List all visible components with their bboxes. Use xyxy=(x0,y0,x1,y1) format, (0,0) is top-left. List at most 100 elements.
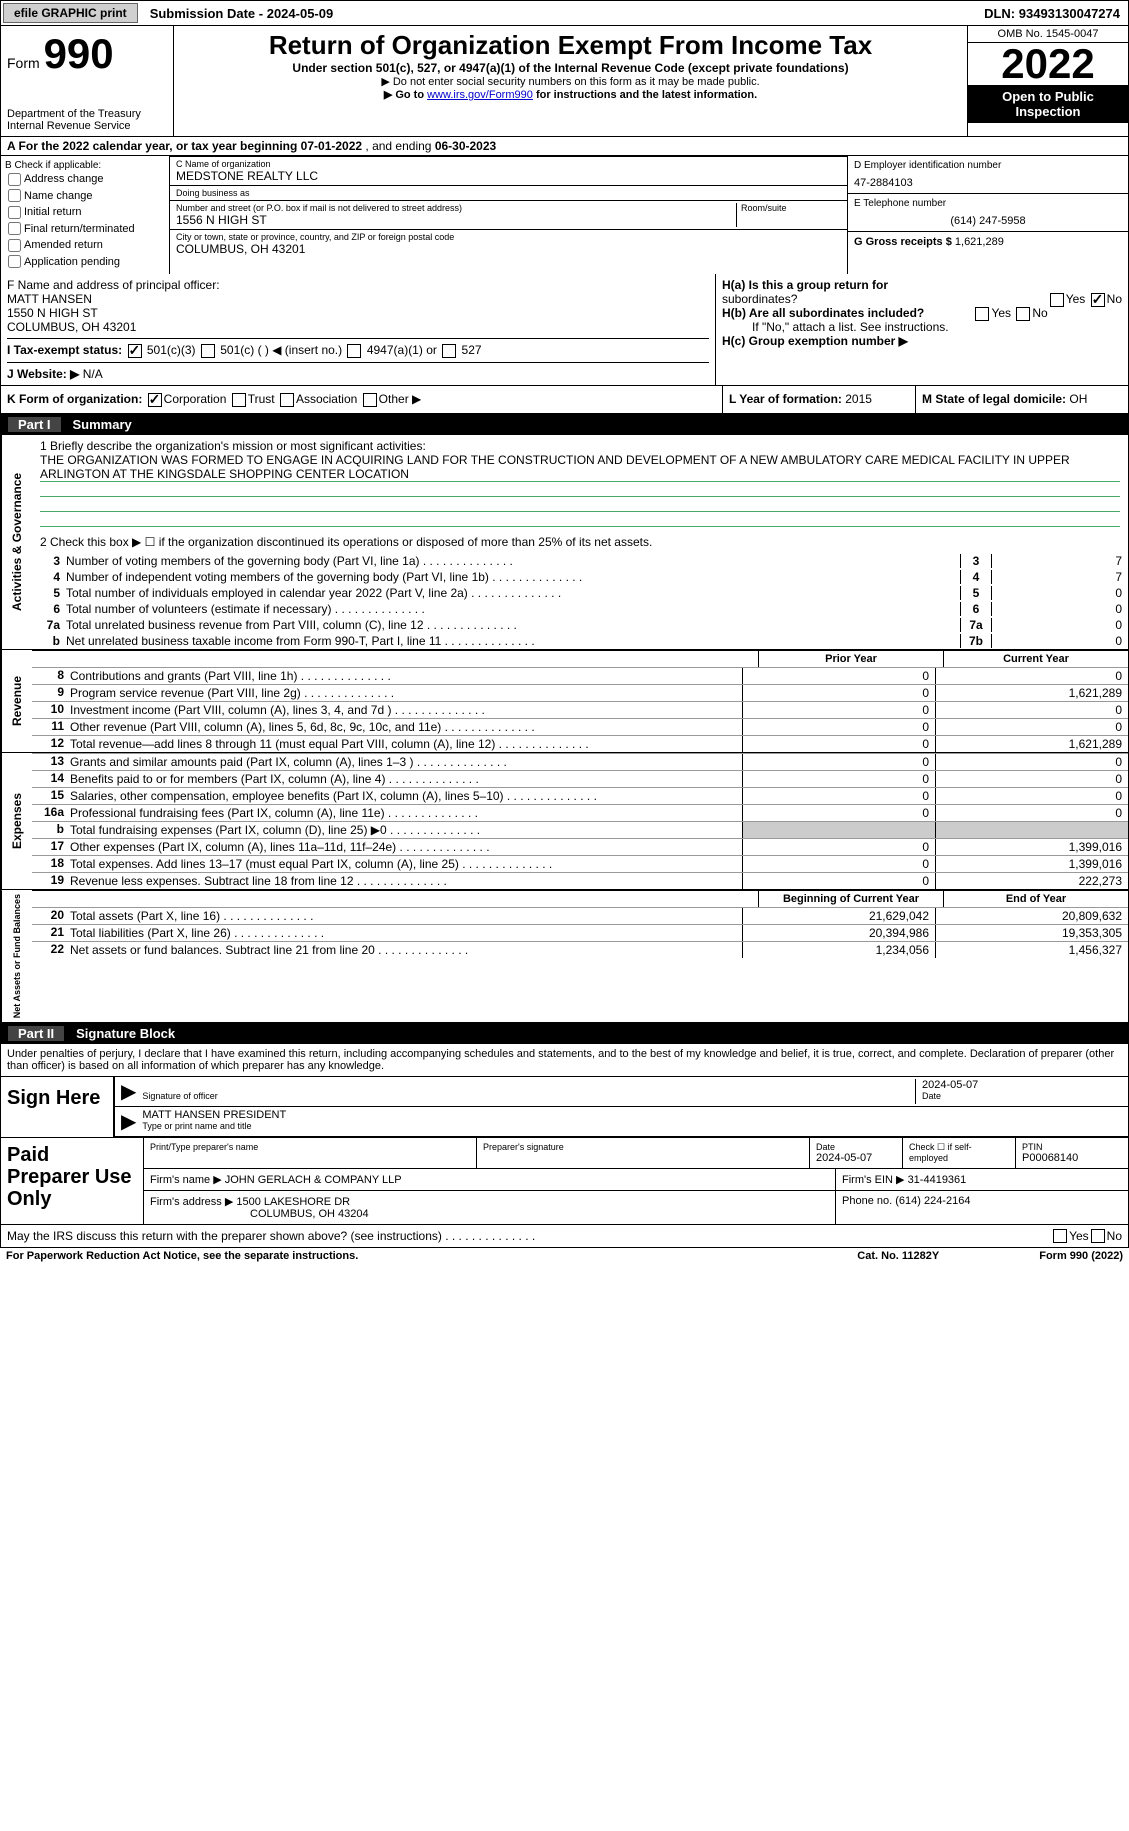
net-assets-section: Net Assets or Fund Balances Beginning of… xyxy=(0,890,1129,1023)
firm-name-label: Firm's name ▶ xyxy=(150,1174,225,1186)
mission-text: THE ORGANIZATION WAS FORMED TO ENGAGE IN… xyxy=(40,453,1120,482)
opt-name-change[interactable]: Name change xyxy=(5,188,165,205)
hb-label: H(b) Are all subordinates included? xyxy=(722,306,924,320)
opt-amended-return[interactable]: Amended return xyxy=(5,237,165,254)
year-formation: 2015 xyxy=(845,392,872,406)
signature-section: Under penalties of perjury, I declare th… xyxy=(0,1044,1129,1225)
arrow-icon: ▶ xyxy=(121,1079,136,1104)
fin-line: 14Benefits paid to or for members (Part … xyxy=(32,770,1128,787)
sign-date-label: Date xyxy=(922,1091,1122,1101)
prep-date: 2024-05-07 xyxy=(816,1152,896,1164)
check-trust[interactable] xyxy=(232,393,246,407)
fin-line: 11Other revenue (Part VIII, column (A), … xyxy=(32,718,1128,735)
org-name: MEDSTONE REALTY LLC xyxy=(176,169,841,183)
ein: 47-2884103 xyxy=(854,177,1122,189)
ein-label: D Employer identification number xyxy=(854,160,1122,171)
note-link: ▶ Go to www.irs.gov/Form990 for instruct… xyxy=(178,88,963,101)
part1-title: Summary xyxy=(73,417,132,432)
col-f: F Name and address of principal officer:… xyxy=(1,274,715,385)
footer: For Paperwork Reduction Act Notice, see … xyxy=(0,1248,1129,1264)
firm-ein-label: Firm's EIN ▶ xyxy=(842,1174,908,1186)
domicile: OH xyxy=(1069,392,1087,406)
opt-final-return[interactable]: Final return/terminated xyxy=(5,221,165,238)
officer-label: F Name and address of principal officer: xyxy=(7,278,709,292)
ptin: P00068140 xyxy=(1022,1152,1122,1164)
part2-header: Part II Signature Block xyxy=(0,1023,1129,1044)
hc-label: H(c) Group exemption number ▶ xyxy=(722,334,908,348)
addr-label: Number and street (or P.O. box if mail i… xyxy=(176,203,736,213)
summary-line: 5Total number of individuals employed in… xyxy=(32,585,1128,601)
officer-name: MATT HANSEN xyxy=(7,292,709,306)
fin-line: 20Total assets (Part X, line 16)21,629,0… xyxy=(32,907,1128,924)
efile-button[interactable]: efile GRAPHIC print xyxy=(3,3,138,23)
revenue-section: Revenue Prior Year Current Year 8Contrib… xyxy=(0,650,1129,753)
opt-application-pending[interactable]: Application pending xyxy=(5,254,165,271)
footer-left: For Paperwork Reduction Act Notice, see … xyxy=(6,1250,857,1262)
check-527[interactable] xyxy=(442,344,456,358)
hb-note: If "No," attach a list. See instructions… xyxy=(722,320,1122,334)
website: N/A xyxy=(83,367,103,381)
discuss-yes[interactable] xyxy=(1053,1229,1067,1243)
prep-date-label: Date xyxy=(816,1142,896,1152)
ha-yes[interactable] xyxy=(1050,293,1064,307)
penalties-text: Under penalties of perjury, I declare th… xyxy=(1,1044,1128,1077)
opt-address-change[interactable]: Address change xyxy=(5,171,165,188)
header: Form 990 Department of the Treasury Inte… xyxy=(0,26,1129,137)
domicile-label: M State of legal domicile: xyxy=(922,392,1069,406)
check-501c[interactable] xyxy=(201,344,215,358)
irs-link[interactable]: www.irs.gov/Form990 xyxy=(427,89,533,101)
part2-title: Signature Block xyxy=(76,1026,175,1041)
ha-no[interactable] xyxy=(1091,293,1105,307)
hb-yes[interactable] xyxy=(975,307,989,321)
end-year-head: End of Year xyxy=(943,891,1128,907)
gross-receipts: 1,621,289 xyxy=(955,236,1004,248)
officer-print-name: MATT HANSEN PRESIDENT xyxy=(142,1109,1122,1121)
summary-line: 3Number of voting members of the governi… xyxy=(32,553,1128,569)
col-d: D Employer identification number 47-2884… xyxy=(847,156,1128,274)
form-number: 990 xyxy=(44,30,114,77)
form-org-label: K Form of organization: xyxy=(7,392,142,406)
phone: (614) 247-5958 xyxy=(854,215,1122,227)
fin-line: bTotal fundraising expenses (Part IX, co… xyxy=(32,821,1128,838)
mission-block: 1 Briefly describe the organization's mi… xyxy=(32,435,1128,531)
fin-line: 13Grants and similar amounts paid (Part … xyxy=(32,753,1128,770)
fin-line: 22Net assets or fund balances. Subtract … xyxy=(32,941,1128,958)
firm-addr: 1500 LAKESHORE DR xyxy=(236,1196,350,1208)
rev-header: Prior Year Current Year xyxy=(32,650,1128,667)
activities-governance: Activities & Governance 1 Briefly descri… xyxy=(0,435,1129,650)
part1-header: Part I Summary xyxy=(0,414,1129,435)
check-other[interactable] xyxy=(363,393,377,407)
website-label: J Website: ▶ xyxy=(7,367,79,381)
fin-line: 17Other expenses (Part IX, column (A), l… xyxy=(32,838,1128,855)
row-kl: K Form of organization: Corporation Trus… xyxy=(0,386,1129,414)
col-c: C Name of organization MEDSTONE REALTY L… xyxy=(170,156,847,274)
discuss-no[interactable] xyxy=(1091,1229,1105,1243)
summary-line: 6Total number of volunteers (estimate if… xyxy=(32,601,1128,617)
sign-date: 2024-05-07 xyxy=(922,1079,1122,1091)
part2-num: Part II xyxy=(8,1026,64,1041)
firm-name: JOHN GERLACH & COMPANY LLP xyxy=(225,1174,402,1186)
summary-line: 7aTotal unrelated business revenue from … xyxy=(32,617,1128,633)
ptin-label: PTIN xyxy=(1022,1142,1122,1152)
opt-initial-return[interactable]: Initial return xyxy=(5,204,165,221)
sig-officer-label: Signature of officer xyxy=(142,1091,915,1101)
note-ssn: ▶ Do not enter social security numbers o… xyxy=(178,75,963,88)
check-assoc[interactable] xyxy=(280,393,294,407)
check-4947[interactable] xyxy=(347,344,361,358)
header-right: OMB No. 1545-0047 2022 Open to Public In… xyxy=(967,26,1128,136)
vert-label-exp: Expenses xyxy=(1,753,32,889)
col-h: H(a) Is this a group return for subordin… xyxy=(715,274,1128,385)
form-label: Form xyxy=(7,55,40,71)
vert-label-rev: Revenue xyxy=(1,650,32,752)
city-state-zip: COLUMBUS, OH 43201 xyxy=(176,242,841,256)
fin-line: 15Salaries, other compensation, employee… xyxy=(32,787,1128,804)
hb-no[interactable] xyxy=(1016,307,1030,321)
col-b: B Check if applicable: Address change Na… xyxy=(1,156,170,274)
net-header: Beginning of Current Year End of Year xyxy=(32,890,1128,907)
officer-addr1: 1550 N HIGH ST xyxy=(7,306,709,320)
check-corp[interactable] xyxy=(148,393,162,407)
vert-label-gov: Activities & Governance xyxy=(1,435,32,649)
prep-self-employed[interactable]: Check ☐ if self-employed xyxy=(903,1138,1016,1168)
firm-addr-label: Firm's address ▶ xyxy=(150,1196,236,1208)
check-501c3[interactable] xyxy=(128,344,142,358)
